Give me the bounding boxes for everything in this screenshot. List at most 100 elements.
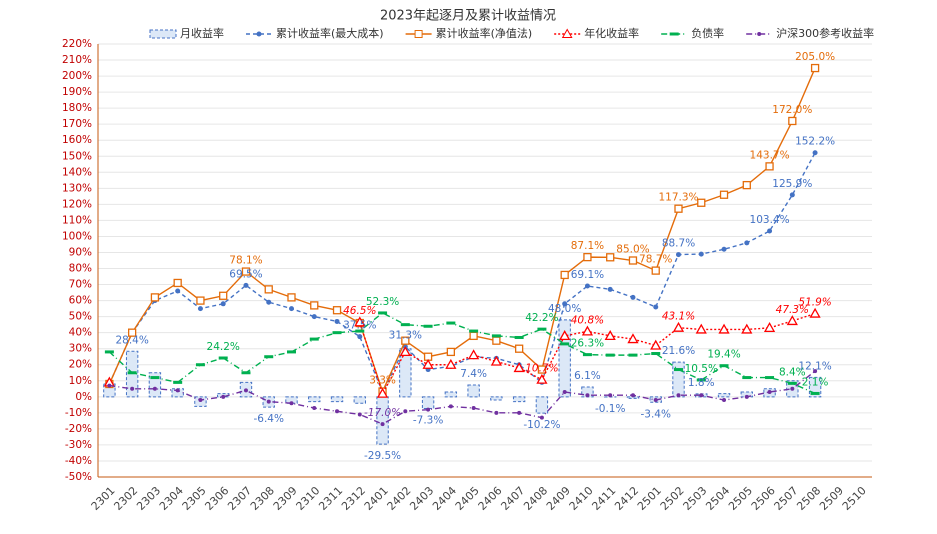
y-tick-label: 100% [62,230,92,242]
data-label: 78.7% [639,254,672,266]
point [198,306,203,311]
y-tick-label: 90% [69,246,92,258]
point [585,393,589,397]
point [563,390,567,394]
bar [309,397,320,402]
data-label: 143.7% [750,149,790,161]
point [767,228,772,233]
data-label: 40.8% [571,314,604,326]
y-tick-label: 170% [62,118,92,130]
data-label: 19.4% [707,349,740,361]
point [265,286,272,293]
point [722,247,727,252]
bar [468,385,479,397]
point [151,294,158,301]
data-label: 21.6% [662,345,695,357]
legend-swatch [150,30,176,38]
data-label: 103.4% [750,214,790,226]
point [153,387,157,391]
data-label: 26.3% [571,338,604,350]
bar [536,397,547,413]
data-label: 88.7% [662,238,695,250]
bar [491,397,502,400]
point [312,406,316,410]
data-label: 10.7% [525,363,558,375]
point [289,306,294,311]
bar [422,397,433,409]
point [675,205,682,212]
y-tick-label: 120% [62,198,92,210]
point [493,337,500,344]
point [676,252,681,257]
y-tick-label: 200% [62,70,92,82]
y-tick-label: -20% [65,423,92,435]
data-label: 205.0% [795,51,835,63]
point [175,288,180,293]
point [629,257,636,264]
point [287,350,296,353]
data-label: 10.5% [685,363,718,375]
y-tick-label: -30% [65,439,92,451]
point [765,376,774,379]
y-tick-label: -40% [65,455,92,467]
point [241,371,250,374]
data-label: 42.2% [525,312,558,324]
point [378,311,387,314]
point [628,354,637,357]
point [130,387,134,391]
point [173,381,182,384]
point [311,302,318,309]
legend-label: 负债率 [691,26,724,40]
legend-label: 年化收益率 [584,26,639,40]
data-label: 87.1% [571,240,604,252]
y-tick-label: 40% [69,327,92,339]
point [449,404,453,408]
legend-label: 沪深300参考收益率 [776,26,874,40]
y-tick-label: 210% [62,54,92,66]
point [492,334,501,337]
point [789,117,796,124]
point [585,283,590,288]
y-tick-label: 80% [69,263,92,275]
bar [718,394,729,397]
point [722,398,726,402]
bar [354,397,365,403]
point [651,352,660,355]
y-tick-label: 140% [62,166,92,178]
point [608,287,613,292]
point [310,338,319,341]
point [517,411,521,415]
point [403,409,407,413]
point [334,307,341,314]
point [584,254,591,261]
point [267,400,271,404]
data-label: 6.1% [574,370,601,382]
point [788,382,797,385]
point [469,330,478,333]
point [721,191,728,198]
legend-marker [257,32,262,37]
y-tick-label: 220% [62,38,92,50]
data-label: 28.4% [115,334,148,346]
bar [513,397,524,402]
data-label: 52.3% [366,296,399,308]
point [128,371,137,374]
y-tick-label: 20% [69,359,92,371]
point [290,401,294,405]
data-label: -6.4% [254,413,284,425]
point [790,387,794,391]
y-tick-label: 70% [69,279,92,291]
point [335,319,340,324]
point [608,393,612,397]
point [790,192,795,197]
point [516,345,523,352]
point [105,350,114,353]
point [243,283,248,288]
legend-marker [757,32,761,36]
point [219,357,228,360]
point [264,355,273,358]
point [652,267,659,274]
y-tick-label: 160% [62,134,92,146]
data-label: 3.3% [369,375,396,387]
point [198,398,202,402]
